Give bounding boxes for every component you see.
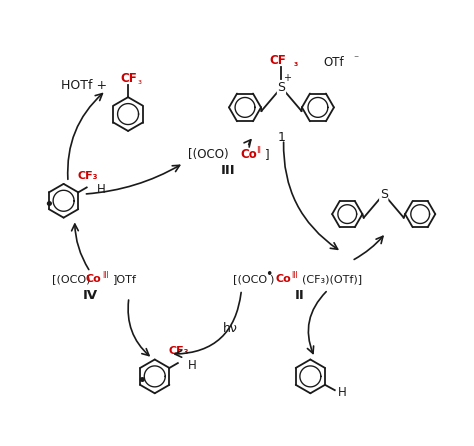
Text: Co: Co bbox=[240, 149, 257, 161]
Text: S: S bbox=[277, 81, 285, 94]
Text: [(OCO): [(OCO) bbox=[188, 149, 228, 161]
Text: III: III bbox=[102, 271, 109, 280]
Text: ₃: ₃ bbox=[294, 58, 298, 68]
Text: (CF₃)(OTf)]: (CF₃)(OTf)] bbox=[302, 274, 363, 285]
Text: S: S bbox=[380, 188, 388, 201]
Text: Co: Co bbox=[86, 274, 101, 285]
Text: [(OCO: [(OCO bbox=[233, 274, 267, 285]
Text: •: • bbox=[44, 196, 55, 214]
Text: CF₃: CF₃ bbox=[168, 347, 189, 356]
Text: •: • bbox=[136, 372, 147, 390]
Text: ]: ] bbox=[265, 149, 270, 161]
Text: ⁻: ⁻ bbox=[354, 54, 359, 64]
Text: ]OTf: ]OTf bbox=[112, 274, 137, 285]
Text: OTf: OTf bbox=[324, 56, 344, 69]
Text: H: H bbox=[97, 183, 105, 196]
Text: III: III bbox=[221, 165, 236, 178]
Text: H: H bbox=[188, 359, 196, 372]
Text: CF: CF bbox=[269, 54, 286, 67]
Text: CF₃: CF₃ bbox=[77, 171, 98, 181]
Text: +: + bbox=[283, 73, 291, 83]
Text: II: II bbox=[294, 289, 304, 302]
Text: 1: 1 bbox=[277, 131, 285, 144]
Text: IV: IV bbox=[83, 289, 98, 302]
Text: hν: hν bbox=[223, 322, 238, 335]
Text: H: H bbox=[337, 386, 346, 399]
Text: II: II bbox=[256, 146, 261, 155]
Text: Co: Co bbox=[276, 274, 292, 285]
Text: •: • bbox=[265, 268, 273, 281]
Text: HOTf +: HOTf + bbox=[61, 78, 108, 92]
Text: ): ) bbox=[269, 274, 273, 285]
Text: [(OCO): [(OCO) bbox=[53, 274, 91, 285]
Text: ₃: ₃ bbox=[138, 76, 142, 86]
Text: III: III bbox=[292, 271, 299, 280]
Text: CF: CF bbox=[120, 72, 137, 85]
